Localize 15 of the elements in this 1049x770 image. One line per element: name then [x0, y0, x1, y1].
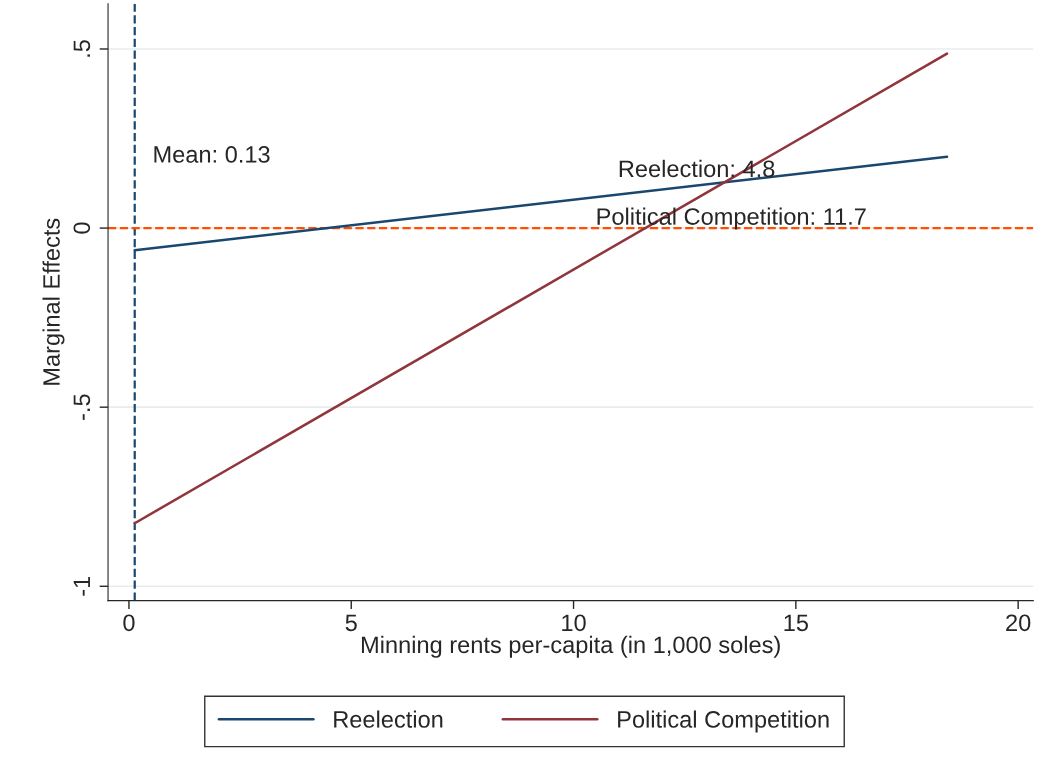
- annotation: Reelection: 4.8: [619, 159, 775, 178]
- x-tick-label: 5: [345, 614, 357, 632]
- x-tick-label: 20: [1006, 614, 1031, 632]
- legend-label: Political Competition: [618, 710, 829, 733]
- y-axis-title: Marginal Effects: [42, 218, 65, 385]
- y-tick-label: .5: [73, 40, 91, 57]
- x-tick-label: 10: [562, 614, 586, 632]
- x-tick-label: 15: [784, 614, 808, 632]
- x-axis-title: Minning rents per-capita (in 1,000 soles): [361, 635, 780, 658]
- x-tick-label: 0: [123, 614, 135, 632]
- ref-line-label: Mean: 0.13: [154, 146, 270, 163]
- legend-label: Reelection: [334, 710, 443, 728]
- y-tick-label: -1: [73, 576, 90, 596]
- y-tick-label: -.5: [73, 394, 91, 420]
- y-tick-label: 0: [73, 222, 91, 234]
